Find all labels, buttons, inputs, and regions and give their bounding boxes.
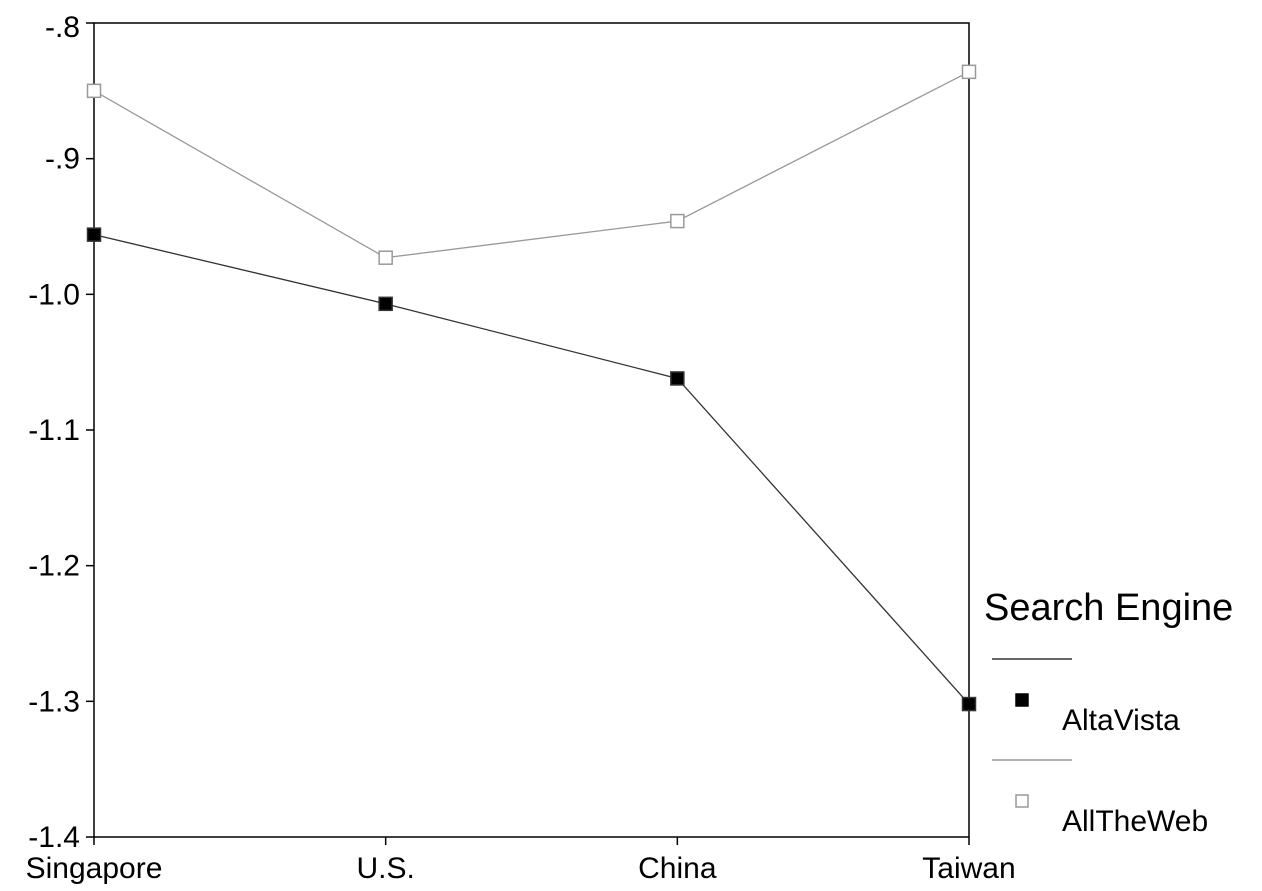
legend-swatch-marker (1015, 794, 1029, 808)
data-point-altavista (378, 296, 393, 312)
data-point-altavista (961, 696, 977, 712)
legend: Search Engine AltaVista AllTheWeb (984, 587, 1233, 838)
legend-swatch-marker (1015, 693, 1029, 707)
x-axis: Singapore U.S. China Taiwan (26, 837, 1016, 885)
data-point-alltheweb (670, 213, 685, 229)
x-category-label: U.S. (356, 852, 414, 885)
plot-frame (93, 22, 970, 838)
y-tick-label: -.9 (45, 143, 80, 176)
legend-label: AllTheWeb (1062, 805, 1208, 838)
data-point-altavista (86, 227, 102, 242)
series-line-altavista (93, 234, 970, 705)
x-category-label: Taiwan (922, 852, 1015, 885)
data-point-alltheweb (378, 250, 393, 265)
data-point-alltheweb (961, 64, 977, 80)
data-point-altavista (670, 371, 685, 386)
y-tick-label: -1.3 (28, 685, 80, 718)
y-tick-label: -1.2 (28, 550, 80, 583)
y-tick-label: -1.0 (28, 278, 80, 311)
y-tick-label: -1.1 (28, 414, 80, 447)
x-category-label: China (638, 852, 717, 885)
y-tick-label: -.8 (45, 11, 80, 44)
y-tick-label: -1.4 (28, 821, 80, 854)
y-axis: -.8 -.9 -1.0 -1.1 -1.2 -1.3 -1.4 (28, 11, 94, 854)
series-line-alltheweb (93, 71, 970, 259)
series-layer (86, 64, 977, 712)
legend-label: AltaVista (1062, 704, 1180, 737)
x-category-label: Singapore (26, 852, 163, 885)
data-point-alltheweb (86, 83, 102, 99)
legend-title: Search Engine (984, 587, 1233, 629)
